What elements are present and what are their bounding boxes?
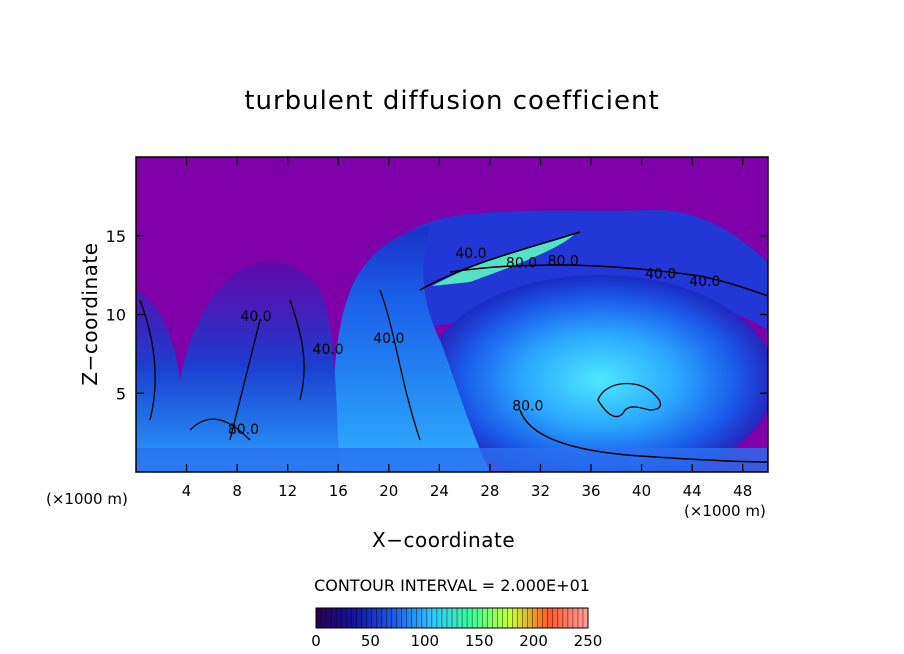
field-green-streak xyxy=(432,234,575,286)
colorbar: 0 50 100 150 200 250 xyxy=(311,607,603,650)
x-tick-label: 8 xyxy=(232,482,242,500)
contour-label: 40.0 xyxy=(313,342,344,358)
field-left-eddies xyxy=(136,262,340,472)
contour-line-vortex xyxy=(519,409,768,463)
colorbar-tick-label: 100 xyxy=(410,632,439,650)
contour-line-left-2 xyxy=(139,299,251,441)
colorbar-tick-label: 50 xyxy=(361,632,380,650)
field-plume xyxy=(330,226,490,472)
contour-line-upper xyxy=(419,231,581,291)
x-tick-label: 48 xyxy=(733,482,752,500)
x-axis: 4 8 12 16 20 24 28 32 36 40 44 48 xyxy=(182,157,752,500)
y-tick-label: 15 xyxy=(106,227,126,246)
field-vortex xyxy=(425,275,768,472)
y-axis-label: Z−coordinate xyxy=(78,242,102,386)
contour-label-layer: 40.0 80.0 80.0 40.0 40.0 40.0 40.0 40.0 80.0 80.0 xyxy=(228,246,721,438)
y-axis: 5 10 15 xyxy=(106,227,768,403)
y-tick-label: 5 xyxy=(116,384,126,403)
contour-line-upper-2 xyxy=(449,264,768,297)
contour-label: 80.0 xyxy=(512,399,543,415)
y-tick-label: 10 xyxy=(106,306,126,325)
x-tick-label: 32 xyxy=(531,482,550,500)
x-tick-label: 28 xyxy=(480,482,499,500)
contour-label: 40.0 xyxy=(689,274,720,290)
contour-label: 40.0 xyxy=(373,331,404,347)
contour-label: 40.0 xyxy=(240,309,271,325)
field-bottom-band xyxy=(136,448,768,472)
contour-label: 80.0 xyxy=(228,422,259,438)
heatmap-field xyxy=(136,157,768,472)
x-tick-label: 24 xyxy=(430,482,449,500)
colorbar-tick-label: 0 xyxy=(311,632,321,650)
contour-label: 40.0 xyxy=(455,246,486,262)
x-tick-label: 12 xyxy=(278,482,297,500)
x-tick-label: 16 xyxy=(329,482,348,500)
contour-interval-label: CONTOUR INTERVAL = 2.000E+01 xyxy=(314,576,590,595)
x-tick-label: 4 xyxy=(182,482,192,500)
chart-title: turbulent diffusion coefficient xyxy=(244,86,660,116)
contour-line-inner xyxy=(597,382,662,418)
x-axis-label: X−coordinate xyxy=(372,528,516,552)
contour-label: 80.0 xyxy=(506,255,537,271)
x-tick-label: 20 xyxy=(379,482,398,500)
colorbar-tick-label: 200 xyxy=(519,632,548,650)
x-tick-label: 40 xyxy=(632,482,651,500)
contour-label: 80.0 xyxy=(548,254,579,270)
x-axis-unit: (×1000 m) xyxy=(684,502,766,520)
colorbar-tick-label: 150 xyxy=(465,632,494,650)
colorbar-tick-label: 250 xyxy=(574,632,603,650)
contour-label: 40.0 xyxy=(645,266,676,282)
z-axis-unit: (×1000 m) xyxy=(46,490,128,508)
x-tick-label: 36 xyxy=(581,482,600,500)
x-tick-label: 44 xyxy=(683,482,702,500)
